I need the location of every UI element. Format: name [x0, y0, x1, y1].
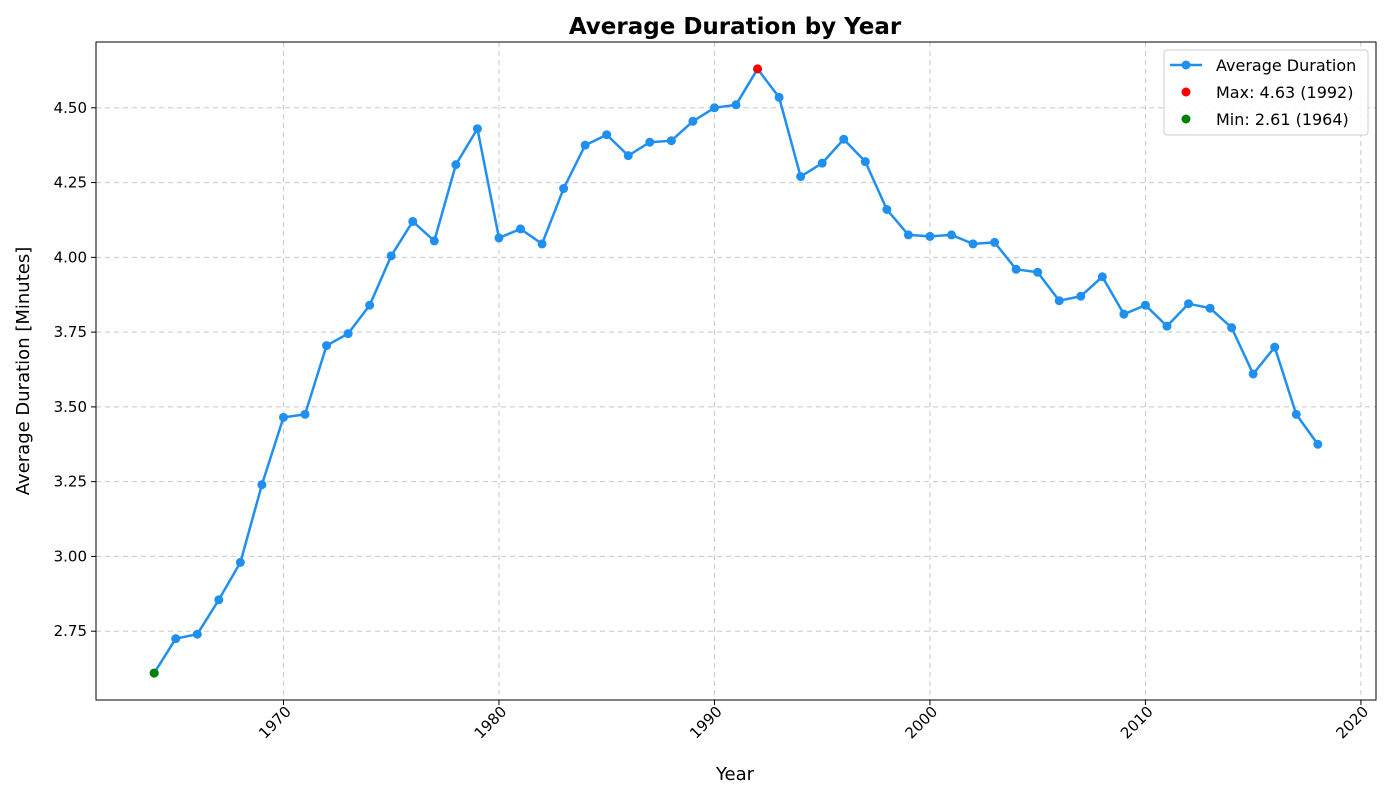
data-point	[666, 136, 676, 146]
data-point	[278, 412, 288, 422]
plot-frame	[95, 41, 1377, 701]
legend-marker	[1181, 87, 1191, 97]
x-tick-label: 2010	[1117, 703, 1157, 743]
x-tick-label: 2000	[902, 703, 942, 743]
data-point	[1140, 300, 1150, 310]
data-point	[429, 236, 439, 246]
y-tick-label: 4.00	[54, 248, 87, 266]
x-tick-label: 1970	[255, 703, 295, 743]
data-point	[580, 140, 590, 150]
chart-title: Average Duration by Year	[569, 14, 902, 40]
data-point	[192, 629, 202, 639]
data-point	[537, 239, 547, 249]
data-point	[1291, 409, 1301, 419]
data-point	[214, 595, 224, 605]
data-point	[968, 239, 978, 249]
y-tick-label: 3.00	[54, 547, 87, 565]
data-point	[1270, 342, 1280, 352]
legend: Average Duration Max: 4.63 (1992) Min: 2.6…	[1163, 49, 1369, 136]
x-tick-label: 1980	[471, 703, 511, 743]
data-point	[1011, 264, 1021, 274]
legend-label: Max: 4.63 (1992)	[1216, 83, 1353, 102]
series-layer	[149, 64, 1323, 678]
y-tick-label: 2.75	[54, 622, 87, 640]
y-tick-label: 3.50	[54, 398, 87, 416]
grid-lines	[96, 42, 1376, 700]
y-tick-label: 3.75	[54, 323, 87, 341]
annotation-point	[149, 668, 159, 678]
data-point	[882, 204, 892, 214]
data-point	[343, 329, 353, 339]
data-point	[925, 231, 935, 241]
data-point	[602, 130, 612, 140]
data-point	[1248, 369, 1258, 379]
data-point	[408, 216, 418, 226]
data-point	[1076, 291, 1086, 301]
data-point	[990, 237, 1000, 247]
legend-label: Average Duration	[1216, 56, 1356, 75]
data-point	[494, 233, 504, 243]
data-point	[1184, 299, 1194, 309]
data-point	[1033, 267, 1043, 277]
y-axis-ticks: 2.75 3.00 3.25 3.50 3.75 4.00 4.25 4.50	[54, 99, 96, 640]
data-point	[731, 100, 741, 110]
data-point	[645, 137, 655, 147]
data-point	[300, 409, 310, 419]
data-point	[451, 160, 461, 170]
y-tick-label: 4.50	[54, 99, 87, 117]
x-tick-label: 2020	[1333, 703, 1373, 743]
data-point	[817, 158, 827, 168]
data-point	[1054, 296, 1064, 306]
data-point	[688, 116, 698, 126]
annotation-point	[753, 64, 763, 74]
data-point	[386, 251, 396, 261]
annotation-markers	[149, 64, 763, 678]
data-point	[1227, 323, 1237, 333]
data-point	[1162, 321, 1172, 331]
y-axis-label: Average Duration [Minutes]	[13, 247, 34, 495]
data-point	[322, 341, 332, 351]
legend-label: Min: 2.61 (1964)	[1216, 110, 1349, 129]
x-axis-label: Year	[715, 764, 755, 785]
x-tick-label: 1990	[686, 703, 726, 743]
data-point	[903, 230, 913, 240]
data-point	[171, 634, 181, 644]
legend-marker	[1181, 114, 1191, 124]
data-point	[1205, 303, 1215, 313]
data-point	[516, 224, 526, 234]
data-point	[472, 124, 482, 134]
legend-marker	[1181, 60, 1191, 70]
x-axis-ticks: 1970 1980 1990 2000 2010 2020	[255, 700, 1372, 742]
data-point	[1097, 272, 1107, 282]
y-tick-label: 3.25	[54, 473, 87, 491]
y-tick-label: 4.25	[54, 174, 87, 192]
data-point	[946, 230, 956, 240]
data-point	[235, 557, 245, 567]
data-point	[365, 300, 375, 310]
data-point	[623, 151, 633, 161]
data-point	[1119, 309, 1129, 319]
data-point	[257, 480, 267, 490]
data-point	[1313, 439, 1323, 449]
data-point	[796, 172, 806, 182]
data-point	[559, 184, 569, 194]
data-point	[709, 103, 719, 113]
legend-box	[1163, 49, 1369, 136]
series-line	[153, 67, 1319, 674]
data-point	[860, 157, 870, 167]
data-point	[774, 92, 784, 102]
data-point	[839, 134, 849, 144]
